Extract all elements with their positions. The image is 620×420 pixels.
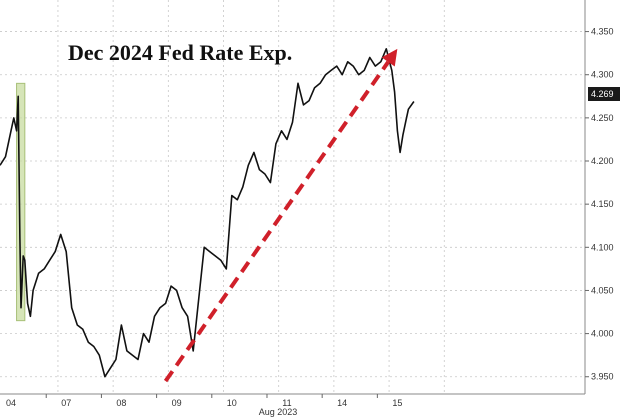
x-tick-label: 09 [172, 398, 182, 408]
chart-title: Dec 2024 Fed Rate Exp. [68, 40, 292, 65]
x-axis-label: Aug 2023 [259, 407, 298, 417]
trend-arrow-line [163, 60, 390, 383]
y-tick-label: 4.050 [591, 285, 614, 295]
last-value-label: 4.269 [591, 89, 614, 99]
x-tick-labels: 04 07 08 09 10 11 14 15 [6, 398, 402, 408]
trend-arrow-head [381, 48, 398, 67]
x-tick-label: 04 [6, 398, 16, 408]
highlight-band-layer [16, 82, 26, 322]
x-tick-label: 11 [282, 398, 291, 408]
x-tick-label: 08 [116, 398, 126, 408]
y-tick-label: 4.300 [591, 70, 614, 80]
x-tick-label: 07 [61, 398, 71, 408]
x-tick-label: 10 [227, 398, 237, 408]
y-tick-label: 4.200 [591, 156, 614, 166]
y-tick-label: 4.350 [591, 27, 614, 37]
y-tick-label: 4.250 [591, 113, 614, 123]
y-tick-labels: 3.950 4.000 4.050 4.100 4.150 4.200 4.250 4.300… [591, 27, 614, 382]
y-tick-label: 3.950 [591, 372, 614, 382]
y-tick-label: 4.000 [591, 329, 614, 339]
grid [0, 0, 589, 398]
highlight-band [16, 82, 26, 322]
trend-arrow-layer [163, 48, 398, 383]
last-value-badge: 4.269 [588, 87, 620, 101]
last-value-badge-bg [588, 87, 620, 101]
y-tick-label: 4.100 [591, 242, 614, 252]
series-line [0, 47, 415, 378]
y-tick-label: 4.150 [591, 199, 614, 209]
series-layer [0, 47, 415, 378]
x-tick-label: 15 [392, 398, 402, 408]
x-tick-label: 14 [337, 398, 347, 408]
